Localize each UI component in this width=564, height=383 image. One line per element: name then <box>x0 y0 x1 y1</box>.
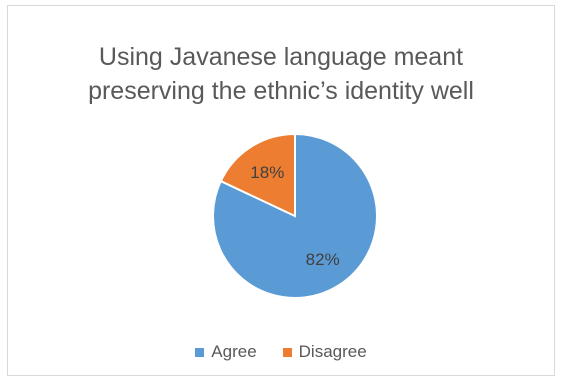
legend-swatch-agree <box>195 347 205 357</box>
pie-chart: 82% 18% <box>212 132 378 299</box>
data-label-disagree: 18% <box>250 163 284 182</box>
legend-item-agree: Agree <box>195 342 257 362</box>
data-label-agree: 82% <box>306 250 340 269</box>
chart-area: Using Javanese language meant preserving… <box>7 5 555 376</box>
legend-label-agree: Agree <box>211 342 257 361</box>
legend-swatch-disagree <box>282 347 292 357</box>
legend: Agree Disagree <box>8 342 554 362</box>
legend-item-disagree: Disagree <box>282 342 367 362</box>
pie-slice-disagree <box>219 132 296 218</box>
legend-label-disagree: Disagree <box>298 342 367 361</box>
chart-title: Using Javanese language meant preserving… <box>88 43 474 105</box>
